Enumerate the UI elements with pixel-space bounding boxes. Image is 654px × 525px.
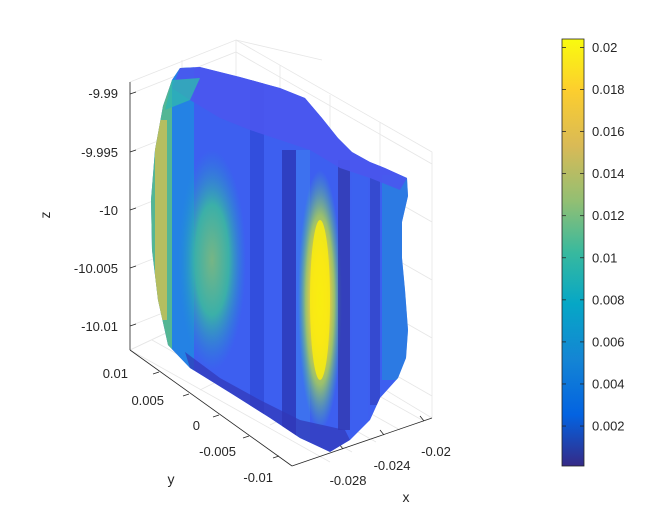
- z-tick-labels: -9.99 -9.995 -10 -10.005 -10.01: [74, 86, 118, 334]
- y-tick-label: 0: [193, 418, 200, 433]
- colorbar-tick-label: 0.016: [592, 124, 625, 139]
- y-tick-label: 0.005: [131, 393, 164, 408]
- colorbar-ticks: 0.002 0.004 0.006 0.008 0.01 0.012 0.014 0.016 0…: [562, 40, 625, 434]
- x-tick-labels: -0.028 -0.024 -0.02: [330, 444, 451, 488]
- colorbar-tick-label: 0.008: [592, 292, 625, 307]
- colorbar-tick-label: 0.012: [592, 208, 625, 223]
- colorbar-gradient: [561, 38, 585, 467]
- scatter-point-cloud: [151, 67, 408, 452]
- tick-marks: [129, 91, 425, 459]
- colorbar-tick-label: 0.01: [592, 250, 617, 265]
- z-tick-label: -10.005: [74, 261, 118, 276]
- x-tick-label: -0.028: [330, 473, 367, 488]
- z-tick-label: -9.99: [88, 86, 118, 101]
- y-tick-label: -0.01: [243, 470, 273, 485]
- y-axis-label: y: [168, 471, 175, 487]
- x-axis-label: x: [403, 489, 410, 505]
- colorbar-tick-label: 0.02: [592, 40, 617, 55]
- colorbar-tick-label: 0.018: [592, 82, 625, 97]
- colorbar-tick-label: 0.006: [592, 334, 625, 349]
- x-tick-label: -0.024: [374, 458, 411, 473]
- x-tick-label: -0.02: [421, 444, 451, 459]
- z-tick-label: -9.995: [81, 145, 118, 160]
- colorbar-tick-label: 0.004: [592, 376, 625, 391]
- colorbar: 0.002 0.004 0.006 0.008 0.01 0.012 0.014 0.016 0…: [561, 38, 625, 467]
- z-axis-label: z: [37, 212, 53, 219]
- colorbar-tick-label: 0.002: [592, 419, 625, 434]
- z-tick-label: -10.01: [81, 319, 118, 334]
- y-tick-label: 0.01: [103, 366, 128, 381]
- z-tick-label: -10: [99, 203, 118, 218]
- y-tick-labels: 0.01 0.005 0 -0.005 -0.01: [103, 366, 273, 485]
- y-tick-label: -0.005: [199, 444, 236, 459]
- colorbar-tick-label: 0.014: [592, 166, 625, 181]
